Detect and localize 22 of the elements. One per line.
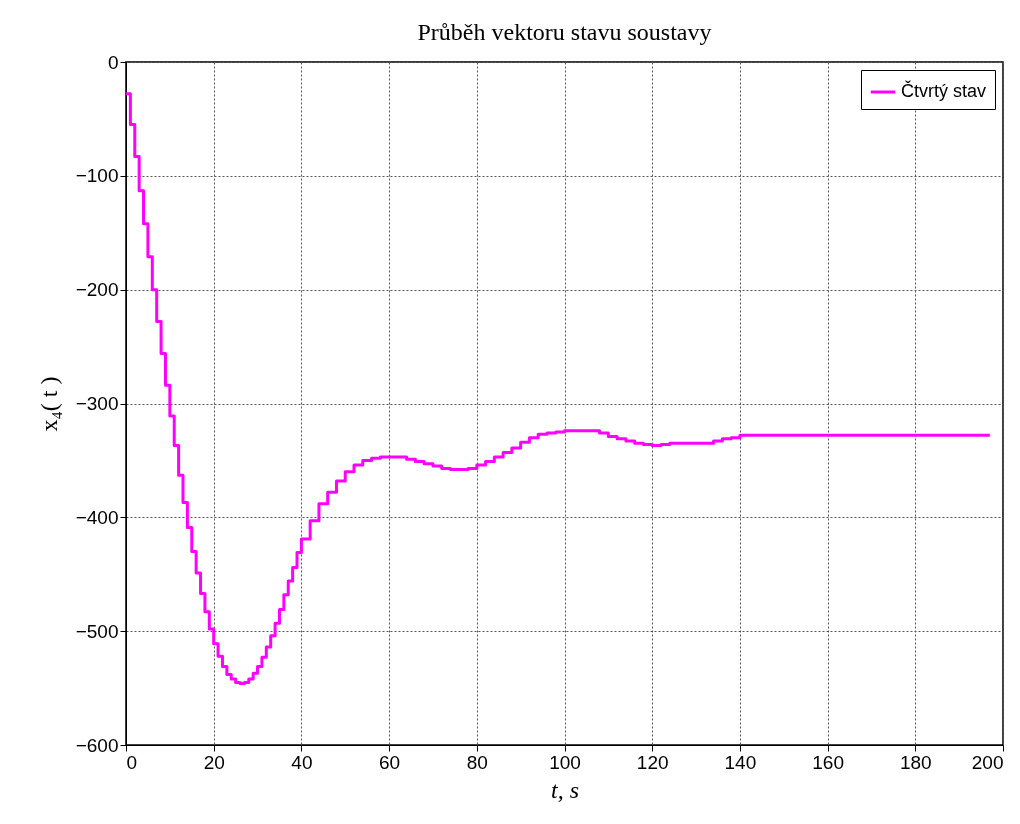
y-tick-label: −200	[75, 279, 119, 301]
y-tick-label: −400	[75, 506, 119, 528]
x-tick-label: 80	[466, 751, 488, 773]
x-tick-label: 120	[636, 751, 669, 773]
x-tick-label: 40	[291, 751, 313, 773]
y-tick-label: −500	[75, 620, 119, 642]
x-tick-label: 0	[126, 751, 138, 773]
x-tick-label: 200	[971, 751, 1004, 773]
y-tick-label: −100	[75, 165, 119, 187]
x-tick-label: 20	[203, 751, 225, 773]
y-tick-label: −600	[75, 734, 119, 756]
y-tick-label: −300	[75, 393, 119, 414]
x-tick-label: 140	[724, 751, 757, 773]
x-tick-label: 100	[549, 751, 581, 773]
legend-label: Čtvrtý stav	[901, 80, 987, 101]
x-tick-label: 60	[379, 751, 401, 773]
x-tick-label: 160	[812, 751, 844, 773]
y-axis-title: x₄( t )	[35, 376, 62, 432]
x-axis-title: t, s	[550, 776, 580, 803]
x-tick-label: 180	[899, 751, 932, 773]
y-tick-label: 0	[107, 51, 119, 73]
chart-title: Průběh vektoru stavu soustavy	[417, 19, 712, 45]
